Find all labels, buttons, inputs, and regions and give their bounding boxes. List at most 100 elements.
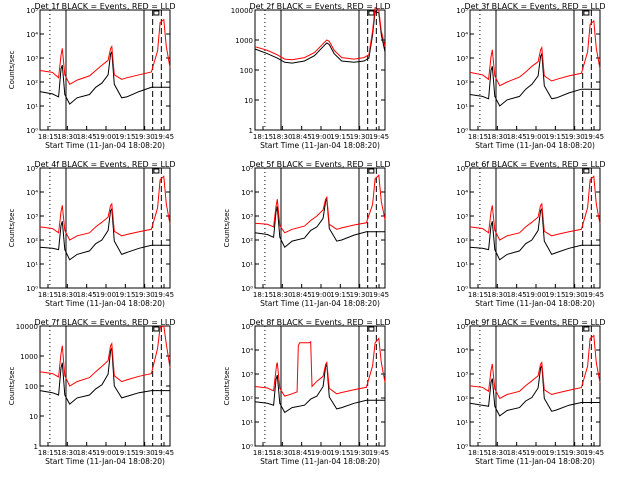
chart-title: Det 4f BLACK = Events, RED = LLD [34, 160, 175, 169]
series-line-lld [469, 175, 601, 241]
y-tick-label: 10⁴ [456, 31, 468, 39]
series-line-lld [469, 19, 601, 87]
series-line-events [254, 10, 386, 64]
x-tick-label: 18:30 [272, 449, 292, 457]
y-tick-label: 10⁴ [241, 189, 253, 197]
y-tick-label: 10⁴ [241, 347, 253, 355]
y-tick-label: 10³ [241, 371, 253, 379]
x-tick-label: 19:00 [96, 449, 116, 457]
y-tick-label: 10³ [241, 213, 253, 221]
x-axis-label: Start Time (11-Jan-04 18:08:20) [475, 141, 595, 150]
x-tick-label: 18:15 [468, 133, 488, 141]
chart-panel-7: 1 10 100 1000 10000 18:15 18:30 18:45 19:00 19:15… [8, 318, 176, 466]
y-axis-label: Counts/sec [8, 209, 16, 248]
x-tick-label: 19:15 [545, 133, 565, 141]
plot-frame [39, 9, 171, 131]
x-tick-label: 19:00 [96, 291, 116, 299]
flare-marker-box [583, 10, 590, 16]
y-tick-label: 10⁰ [456, 443, 468, 451]
x-tick-label: 19:15 [330, 449, 350, 457]
y-tick-label: 10⁴ [456, 347, 468, 355]
series-line-events [254, 362, 385, 414]
x-tick-label: 19:45 [584, 291, 604, 299]
series-line-lld [39, 175, 171, 241]
y-tick-label: 10² [26, 237, 38, 245]
series-line-events [39, 346, 170, 405]
x-tick-label: 19:00 [311, 291, 331, 299]
series-line-lld [39, 325, 171, 387]
y-tick-label: 10⁵ [241, 323, 253, 331]
y-tick-label: 1000 [20, 353, 38, 361]
series-line-events [469, 52, 600, 107]
x-tick-label: 19:00 [311, 133, 331, 141]
y-tick-label: 10³ [456, 55, 468, 63]
x-tick-label: 19:45 [154, 133, 174, 141]
flare-marker-box [583, 168, 590, 174]
series-line-lld [469, 334, 601, 400]
y-tick-label: 10² [456, 237, 468, 245]
x-axis-label: Start Time (11-Jan-04 18:08:20) [45, 299, 165, 308]
x-tick-label: 18:45 [77, 291, 97, 299]
y-tick-label: 10¹ [456, 419, 468, 427]
x-axis-label: Start Time (11-Jan-04 18:08:20) [475, 457, 595, 466]
y-tick-label: 10⁵ [456, 165, 468, 173]
x-tick-label: 18:15 [38, 291, 58, 299]
x-tick-label: 19:30 [135, 449, 155, 457]
y-tick-label: 10⁰ [241, 443, 253, 451]
y-tick-label: 10⁴ [26, 189, 38, 197]
x-tick-label: 19:00 [96, 133, 116, 141]
x-axis-label: Start Time (11-Jan-04 18:08:20) [475, 299, 595, 308]
y-tick-label: 10¹ [26, 261, 38, 269]
flare-marker-box [153, 10, 160, 16]
y-tick-label: 10³ [456, 213, 468, 221]
x-tick-label: 18:30 [272, 291, 292, 299]
flare-marker-box [368, 326, 375, 332]
chart-title: Det 6f BLACK = Events, RED = LLD [464, 160, 605, 169]
plot-frame [39, 167, 171, 289]
x-tick-label: 19:15 [115, 449, 135, 457]
y-tick-label: 100 [25, 383, 38, 391]
y-tick-label: 10⁴ [26, 31, 38, 39]
series-line-lld [254, 174, 386, 234]
flare-marker-box [368, 10, 375, 16]
y-tick-label: 10000 [16, 323, 38, 331]
x-tick-label: 19:45 [369, 291, 389, 299]
x-tick-label: 19:30 [350, 133, 370, 141]
y-tick-label: 10⁰ [241, 285, 253, 293]
x-axis-label: Start Time (11-Jan-04 18:08:20) [45, 141, 165, 150]
series-line-events [254, 197, 385, 248]
y-tick-label: 10² [241, 237, 253, 245]
x-tick-label: 18:30 [57, 133, 77, 141]
x-tick-label: 18:30 [487, 449, 507, 457]
chart-title: Det 7f BLACK = Events, RED = LLD [34, 318, 175, 327]
y-tick-label: 10⁵ [241, 165, 253, 173]
y-tick-label: 10⁵ [456, 323, 468, 331]
series-line-events [469, 207, 600, 261]
y-tick-label: 10¹ [456, 103, 468, 111]
x-tick-label: 19:45 [154, 291, 174, 299]
x-tick-label: 18:45 [292, 133, 312, 141]
series-line-lld [39, 18, 171, 85]
y-tick-label: 10 [244, 97, 253, 105]
x-tick-label: 19:15 [330, 291, 350, 299]
chart-panel-2: 1 10 100 1000 10000 18:15 18:30 18:45 19:00 19:15… [231, 2, 391, 150]
x-tick-label: 19:30 [565, 291, 585, 299]
x-tick-label: 19:00 [311, 449, 331, 457]
y-tick-label: 100 [240, 67, 253, 75]
y-tick-label: 1 [249, 127, 253, 135]
x-tick-label: 18:45 [507, 133, 527, 141]
x-tick-label: 19:15 [545, 291, 565, 299]
series-line-lld [254, 6, 386, 61]
y-axis-label: Counts/sec [223, 209, 231, 248]
chart-title: Det 8f BLACK = Events, RED = LLD [249, 318, 390, 327]
x-tick-label: 19:00 [526, 449, 546, 457]
y-tick-label: 10⁰ [26, 285, 38, 293]
y-tick-label: 10⁵ [26, 7, 38, 15]
x-tick-label: 19:15 [115, 291, 135, 299]
x-tick-label: 18:15 [253, 449, 273, 457]
x-tick-label: 18:30 [487, 133, 507, 141]
